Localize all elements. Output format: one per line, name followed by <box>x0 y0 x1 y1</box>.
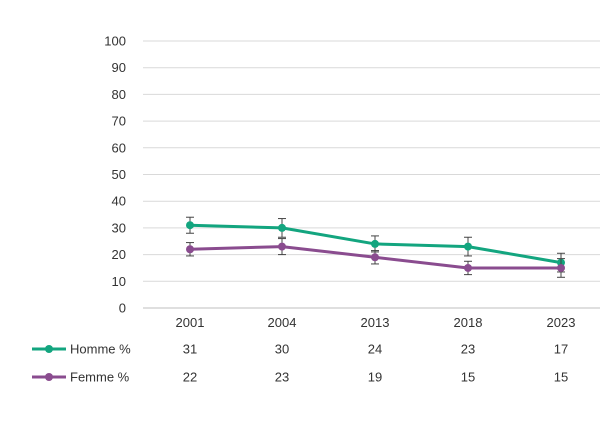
table-cell: 19 <box>368 370 382 385</box>
data-table: Homme % 31 30 24 23 17 Femme % 22 23 19 15 15 <box>32 342 568 385</box>
y-tick-label: 40 <box>112 194 126 209</box>
table-cell: 31 <box>183 342 197 357</box>
table-row: Femme % 22 23 19 15 15 <box>32 370 568 385</box>
y-tick-label: 20 <box>112 247 126 262</box>
x-axis-ticks: 2001 2004 2013 2018 2023 <box>176 315 576 330</box>
data-point <box>278 242 286 251</box>
x-tick-label: 2023 <box>547 315 576 330</box>
table-cell: 17 <box>554 342 568 357</box>
series-group <box>186 216 565 278</box>
table-row: Homme % 31 30 24 23 17 <box>32 342 568 357</box>
data-point <box>464 242 472 251</box>
series-femme <box>186 238 565 278</box>
y-tick-label: 50 <box>112 167 126 182</box>
data-point <box>371 253 379 262</box>
table-cell: 15 <box>554 370 568 385</box>
y-tick-label: 70 <box>112 114 126 129</box>
table-cell: 30 <box>275 342 289 357</box>
gridlines <box>143 40 600 309</box>
data-point <box>186 221 194 230</box>
x-tick-label: 2001 <box>176 315 205 330</box>
y-tick-label: 0 <box>119 301 126 316</box>
x-tick-label: 2004 <box>268 315 297 330</box>
table-cell: 23 <box>461 342 475 357</box>
y-tick-label: 90 <box>112 60 126 75</box>
table-cell: 23 <box>275 370 289 385</box>
x-tick-label: 2013 <box>361 315 390 330</box>
data-point <box>186 245 194 254</box>
data-point <box>278 223 286 232</box>
y-tick-label: 60 <box>112 140 126 155</box>
table-cell: 24 <box>368 342 382 357</box>
legend-marker <box>45 345 53 353</box>
data-point <box>464 263 472 272</box>
data-point <box>371 239 379 248</box>
legend-label: Femme % <box>70 370 130 385</box>
x-tick-label: 2018 <box>454 315 483 330</box>
series-homme <box>186 216 565 273</box>
table-cell: 22 <box>183 370 197 385</box>
data-point <box>557 263 565 272</box>
legend-marker <box>45 373 53 381</box>
legend-label: Homme % <box>70 342 131 357</box>
y-tick-label: 30 <box>112 220 126 235</box>
table-cell: 15 <box>461 370 475 385</box>
y-tick-label: 80 <box>112 87 126 102</box>
y-axis-ticks: 0 10 20 30 40 50 60 70 80 90 100 <box>104 34 126 316</box>
y-tick-label: 100 <box>104 34 126 49</box>
y-tick-label: 10 <box>112 274 126 289</box>
